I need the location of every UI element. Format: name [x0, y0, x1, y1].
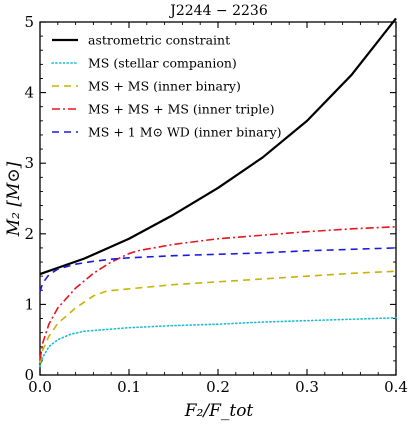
legend: astrometric constraint MS (stellar compan… [51, 33, 282, 140]
x-tick-label: 0.4 [384, 378, 408, 396]
y-tick-label: 1 [24, 295, 34, 313]
series-layer [39, 17, 397, 368]
series-line-1 [39, 17, 397, 276]
series-line-4 [39, 225, 397, 360]
x-tick-label: 0.1 [117, 378, 141, 396]
legend-label: MS + MS (inner binary) [88, 79, 241, 94]
chart-title: J2244 − 2236 [168, 3, 268, 19]
legend-label: MS + 1 M⊙ WD (inner binary) [88, 125, 282, 140]
y-tick-label: 3 [24, 154, 34, 172]
y-tick-label: 5 [24, 13, 34, 31]
legend-label: MS (stellar companion) [88, 56, 237, 71]
legend-label: MS + MS + MS (inner triple) [88, 102, 275, 117]
y-tick-label: 4 [24, 84, 34, 102]
legend-label: astrometric constraint [88, 33, 230, 48]
x-tick-label: 0.2 [206, 378, 230, 396]
x-tick-label: 0.0 [28, 378, 52, 396]
y-tick-label: 2 [24, 225, 34, 243]
series-line-3 [39, 270, 397, 364]
axis-ticks: 0.0 0.1 0.2 0.3 0.4 0 1 2 3 4 5 [24, 13, 407, 396]
y-tick-label: 0 [24, 366, 34, 384]
series-line-2 [39, 317, 397, 368]
y-axis-label: M₂ [M⊙] [4, 161, 24, 237]
x-tick-label: 0.3 [295, 378, 319, 396]
plot-frame [39, 21, 397, 376]
x-axis-label: F₂/F_tot [184, 401, 254, 421]
